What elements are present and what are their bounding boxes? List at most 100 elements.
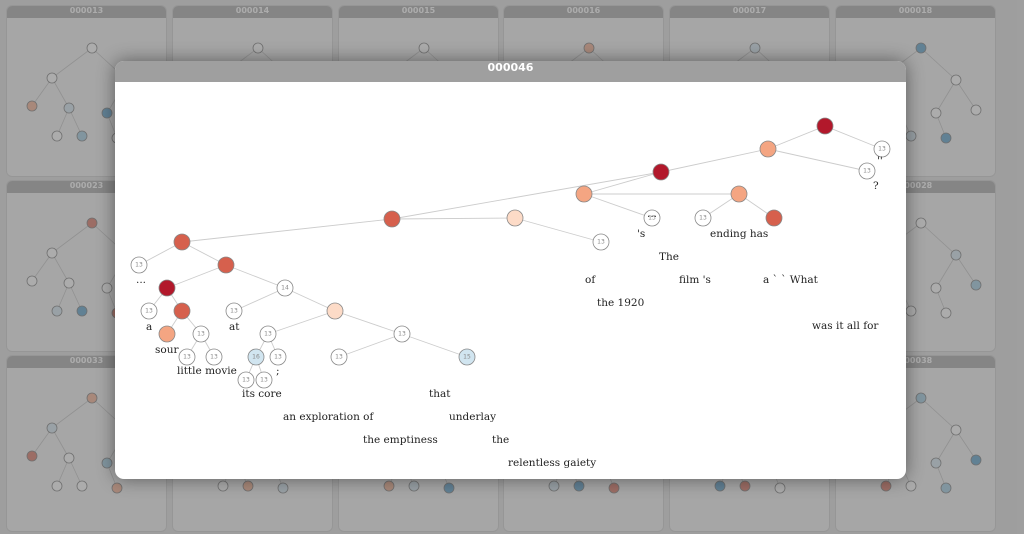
tree-node[interactable] [858,162,876,180]
tree-word: ... [136,274,146,286]
thumbnail-node [217,480,229,492]
thumbnail-node [608,482,620,494]
tree-node[interactable] [575,185,593,203]
thumbnail-id: 000017 [670,6,829,18]
thumbnail-edge [31,427,53,457]
thumbnail-node [950,74,962,86]
thumbnail-node [86,42,98,54]
tree-word: an exploration of [283,411,374,423]
tree-word: of [585,274,596,286]
thumbnail-node [940,307,952,319]
tree-edge [583,171,662,195]
tree-node-label: 13 [242,377,250,384]
tree-node[interactable] [873,140,891,158]
thumbnail-node [970,104,982,116]
tree-edge [233,287,286,312]
thumbnail-edge [51,397,93,429]
tree-node[interactable] [259,325,277,343]
thumbnail-edge [955,254,977,286]
tree-node[interactable] [330,348,348,366]
thumbnail-node [101,107,113,119]
thumbnail-tree [26,217,153,319]
tree-node[interactable] [158,279,176,297]
tree-node[interactable] [217,256,235,274]
tree-node[interactable] [458,348,476,366]
tree-edge [391,171,662,220]
thumbnail-node [418,42,430,54]
tree-word: relentless gaiety [508,457,596,469]
tree-node[interactable] [383,210,401,228]
tree-edge [181,218,393,243]
tree-node[interactable] [247,348,265,366]
thumbnail-node [383,480,395,492]
tree-node[interactable] [730,185,748,203]
tree-node-label: 13 [648,215,656,222]
tree-node[interactable] [393,325,411,343]
thumbnail-id: 000016 [504,6,663,18]
tree-node-label: 13 [274,354,282,361]
thumbnail-node [76,130,88,142]
tree-node[interactable] [694,209,712,227]
tree-node[interactable] [816,117,834,135]
thumbnail-id: 000018 [836,6,995,18]
thumbnail-node [970,279,982,291]
thumbnail-edge [935,429,957,464]
tree-node-label: 13 [210,354,218,361]
tree-node[interactable] [276,279,294,297]
thumbnail-id: 000013 [7,6,166,18]
tree-node-label: 13 [260,377,268,384]
tree-word: the 1920 [597,297,644,309]
thumbnail-edge [935,79,957,114]
tree-node[interactable] [225,302,243,320]
tree-node[interactable] [205,348,223,366]
tree-node[interactable] [643,209,661,227]
thumbnail-edge [51,222,93,254]
thumbnail-node [548,480,560,492]
tree-node-label: 13 [335,354,343,361]
tree-edge [338,333,403,358]
tree-node[interactable] [269,348,287,366]
tree-node[interactable] [173,233,191,251]
tree-node[interactable] [173,302,191,320]
thumbnail-node [86,217,98,229]
thumbnail-node [915,392,927,404]
thumbnail-node [76,480,88,492]
tree-node[interactable] [130,256,148,274]
tree-node[interactable] [652,163,670,181]
tree-word: the [492,434,509,446]
tree-node-label: 13 [699,215,707,222]
tree-node[interactable] [506,209,524,227]
tree-node[interactable] [255,371,273,389]
thumbnail-edge [920,222,957,256]
thumbnail-node [101,282,113,294]
thumbnail-node [63,277,75,289]
tree-word: a ` ` What [763,274,819,286]
tree-node[interactable] [765,209,783,227]
tree-node[interactable] [178,348,196,366]
thumbnail-node [111,482,123,494]
tree-word: ; [276,365,280,377]
thumbnail-node [930,457,942,469]
tree-node-label: 13 [183,354,191,361]
tree-word: its core [242,388,282,400]
thumbnail-node [46,72,58,84]
tree-node-label: 16 [252,354,260,361]
tree-node-label: 13 [197,331,205,338]
tree-word: ... [647,208,657,220]
tree-node[interactable] [158,325,176,343]
thumbnail-edge [955,429,977,461]
tree-word: that [429,388,451,400]
tree-node[interactable] [192,325,210,343]
tree-node[interactable] [326,302,344,320]
thumbnail-node [930,107,942,119]
tree-word: film 's [679,274,711,286]
thumbnail-edge [51,77,70,109]
tree-edge [514,217,602,243]
tree-word: underlay [449,411,496,423]
tree-node[interactable] [592,233,610,251]
thumbnail-edge [31,252,53,282]
thumbnail-node [940,482,952,494]
tree-node[interactable] [759,140,777,158]
tree-node[interactable] [237,371,255,389]
tree-node[interactable] [140,302,158,320]
